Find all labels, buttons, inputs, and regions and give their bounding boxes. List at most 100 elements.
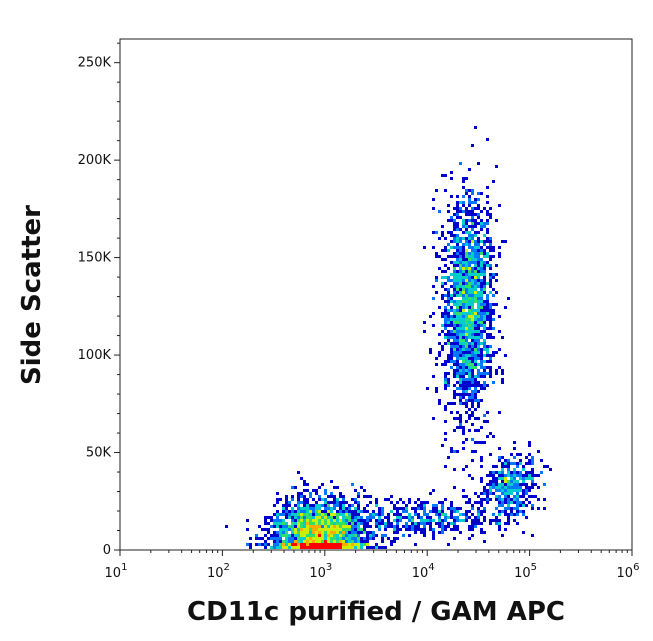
event-point <box>486 210 489 213</box>
event-point <box>318 537 321 540</box>
event-point <box>336 519 339 522</box>
event-point <box>330 516 333 519</box>
event-point <box>450 315 453 318</box>
event-point <box>456 204 459 207</box>
event-point <box>345 543 348 546</box>
event-point <box>465 354 468 357</box>
event-point <box>459 507 462 510</box>
event-point <box>471 240 474 243</box>
event-point <box>462 489 465 492</box>
event-point <box>444 360 447 363</box>
event-point <box>330 513 333 516</box>
event-point <box>297 498 300 501</box>
event-point <box>468 276 471 279</box>
event-point <box>507 507 510 510</box>
event-point <box>288 525 291 528</box>
event-point <box>462 363 465 366</box>
event-point <box>345 546 348 549</box>
event-point <box>474 315 477 318</box>
event-point <box>435 504 438 507</box>
event-point <box>456 255 459 258</box>
event-point <box>408 513 411 516</box>
event-point <box>441 231 444 234</box>
event-point <box>450 279 453 282</box>
event-point <box>354 498 357 501</box>
event-point <box>258 537 261 540</box>
event-point <box>429 519 432 522</box>
event-point <box>369 525 372 528</box>
event-point <box>519 477 522 480</box>
event-point <box>471 234 474 237</box>
event-point <box>489 489 492 492</box>
event-point <box>324 546 327 549</box>
event-point <box>309 510 312 513</box>
event-point <box>279 528 282 531</box>
event-point <box>507 498 510 501</box>
event-point <box>480 309 483 312</box>
event-point <box>474 417 477 420</box>
event-point <box>480 333 483 336</box>
event-point <box>363 489 366 492</box>
event-point <box>342 522 345 525</box>
event-point <box>456 261 459 264</box>
event-point <box>303 483 306 486</box>
event-point <box>444 258 447 261</box>
event-point <box>321 540 324 543</box>
event-point <box>357 546 360 549</box>
event-point <box>474 366 477 369</box>
event-point <box>426 387 429 390</box>
event-point <box>492 483 495 486</box>
event-point <box>348 534 351 537</box>
event-point <box>255 537 258 540</box>
event-point <box>507 480 510 483</box>
event-point <box>279 531 282 534</box>
event-point <box>459 321 462 324</box>
event-point <box>312 531 315 534</box>
event-point <box>327 504 330 507</box>
event-point <box>477 222 480 225</box>
event-point <box>480 318 483 321</box>
event-point <box>462 270 465 273</box>
event-point <box>468 348 471 351</box>
event-point <box>453 318 456 321</box>
event-point <box>465 318 468 321</box>
event-point <box>465 240 468 243</box>
event-point <box>468 237 471 240</box>
event-point <box>477 162 480 165</box>
event-point <box>465 399 468 402</box>
event-point <box>318 486 321 489</box>
event-point <box>366 519 369 522</box>
event-point <box>306 483 309 486</box>
event-point <box>522 483 525 486</box>
event-point <box>336 498 339 501</box>
event-point <box>480 387 483 390</box>
event-point <box>276 492 279 495</box>
event-point <box>519 489 522 492</box>
event-point <box>462 291 465 294</box>
event-point <box>357 501 360 504</box>
event-point <box>459 384 462 387</box>
event-point <box>450 219 453 222</box>
event-point <box>465 285 468 288</box>
event-point <box>456 213 459 216</box>
event-point <box>456 507 459 510</box>
event-point <box>480 210 483 213</box>
event-point <box>474 225 477 228</box>
event-point <box>504 528 507 531</box>
event-point <box>459 342 462 345</box>
event-point <box>345 519 348 522</box>
event-point <box>468 372 471 375</box>
event-point <box>519 495 522 498</box>
event-point <box>324 516 327 519</box>
event-point <box>474 348 477 351</box>
event-point <box>528 462 531 465</box>
event-point <box>453 516 456 519</box>
event-point <box>300 495 303 498</box>
event-point <box>477 204 480 207</box>
event-point <box>363 531 366 534</box>
event-point <box>468 330 471 333</box>
event-point <box>516 513 519 516</box>
event-point <box>345 528 348 531</box>
event-point <box>339 522 342 525</box>
event-point <box>423 330 426 333</box>
